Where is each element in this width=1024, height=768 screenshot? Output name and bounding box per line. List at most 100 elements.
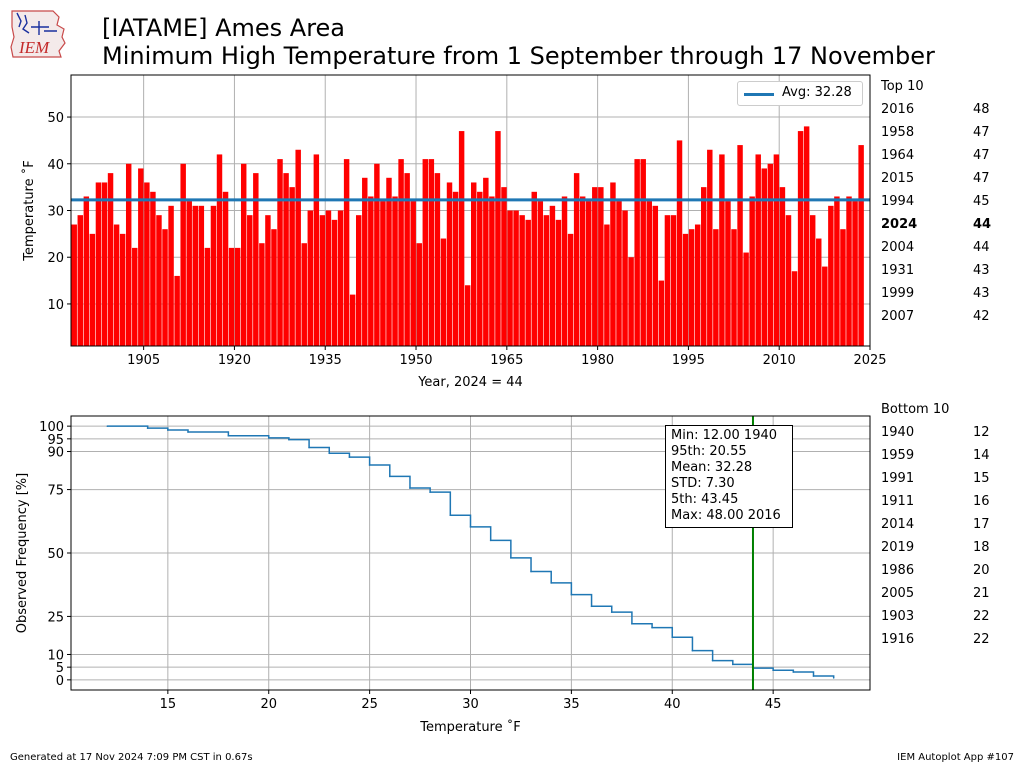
bar-year-1919 [228, 247, 235, 346]
bar-ytick-label: 10 [47, 298, 64, 313]
freq-xtick-label: 35 [563, 697, 580, 712]
bottom10-year: 1903 [881, 609, 915, 624]
bar-year-1916 [210, 205, 217, 346]
bar-year-1925 [265, 215, 271, 346]
bottom10-value: 21 [973, 586, 990, 601]
top10-heading: Top 10 [881, 79, 924, 94]
bar-year-1918 [222, 191, 229, 346]
frequency-point [368, 464, 371, 466]
bottom10-value: 20 [973, 563, 990, 578]
bar-year-1952 [428, 159, 435, 346]
bar-year-1998 [707, 149, 713, 346]
frequency-point [388, 475, 391, 478]
bar-year-1917 [216, 154, 223, 346]
top10-value: 45 [973, 194, 990, 209]
bottom10-year: 1959 [881, 448, 915, 463]
frequency-line [107, 425, 835, 678]
bottom10-year: 2014 [881, 517, 915, 532]
frequency-point [731, 663, 734, 666]
frequency-point [772, 669, 774, 672]
bar-year-1972 [549, 205, 556, 346]
frequency-point [691, 649, 694, 652]
bottom10-value: 22 [973, 609, 990, 624]
bar-year-1969 [531, 191, 537, 346]
top10-value: 47 [973, 171, 990, 186]
bar-year-1939 [349, 294, 356, 346]
bar-year-1929 [289, 187, 295, 346]
freq-xtick-label: 20 [260, 697, 277, 712]
bar-year-1921 [240, 163, 247, 346]
bar-year-1896 [89, 233, 96, 346]
freq-xtick-label: 40 [664, 697, 681, 712]
bar-year-1980 [598, 187, 604, 346]
bar-year-1928 [283, 173, 289, 346]
bar-year-1992 [670, 215, 677, 346]
bar-year-1960 [477, 191, 483, 346]
bar-year-1893 [71, 224, 77, 346]
bar-year-2001 [725, 201, 731, 346]
freq-yaxis-label: Observed Frequency [%] [15, 473, 30, 633]
bar-year-1922 [247, 215, 253, 346]
bar-year-2013 [797, 131, 804, 346]
bottom10-year: 1916 [881, 632, 915, 647]
bar-year-2018 [828, 205, 834, 346]
bar-year-1943 [374, 163, 380, 346]
bar-year-2015 [809, 215, 816, 346]
frequency-point [671, 636, 674, 639]
bar-year-1968 [525, 219, 531, 346]
top10-year: 1964 [881, 148, 915, 163]
frequency-point [530, 570, 532, 573]
bar-year-1932 [307, 210, 314, 346]
bar-ytick-label: 40 [47, 158, 64, 173]
bottom10-year: 1940 [881, 425, 915, 440]
bar-year-1914 [198, 205, 205, 346]
bar-year-1936 [331, 219, 338, 346]
freq-xtick-label: 25 [361, 697, 378, 712]
bar-xtick-label: 1965 [490, 353, 523, 368]
bar-year-2009 [773, 154, 780, 346]
frequency-point [651, 626, 653, 629]
frequency-point [570, 593, 573, 596]
top10-year: 2004 [881, 240, 915, 255]
bar-year-1908 [162, 229, 168, 346]
bar-year-1938 [343, 159, 350, 346]
bar-year-1987 [640, 159, 646, 346]
bar-year-2021 [846, 196, 852, 346]
bar-year-1912 [186, 201, 192, 346]
bar-year-1941 [362, 177, 368, 346]
freq-axes-frame [70, 415, 871, 691]
bottom10-value: 12 [973, 425, 990, 440]
bar-year-1997 [701, 187, 707, 346]
chart-title-line-2: Minimum High Temperature from 1 Septembe… [102, 42, 935, 70]
bar-year-2020 [840, 229, 846, 346]
freq-ytick-label: 95 [47, 433, 64, 448]
frequency-point [610, 611, 613, 613]
chart-legend: Avg: 32.28 [737, 81, 863, 106]
bar-year-1957 [458, 131, 465, 346]
bar-year-1981 [604, 224, 610, 346]
stat-95th: 95th: 20.55 [671, 444, 747, 459]
bar-year-1907 [156, 215, 162, 346]
bar-ytick-label: 30 [47, 205, 64, 220]
freq-xtick-label: 15 [160, 697, 177, 712]
top10-year: 1994 [881, 194, 915, 209]
freq-ytick-label: 100 [39, 420, 64, 435]
bar-xtick-label: 1950 [399, 353, 432, 368]
top10-value: 44 [973, 240, 990, 255]
frequency-point [267, 437, 270, 439]
bar-year-1999 [713, 229, 719, 346]
bar-year-1948 [404, 173, 410, 346]
bottom10-value: 17 [973, 517, 990, 532]
bar-year-1966 [513, 210, 519, 346]
top10-value: 44 [973, 217, 992, 232]
top10-value: 43 [973, 286, 990, 301]
bar-year-1962 [489, 196, 495, 346]
bar-year-1973 [555, 219, 562, 346]
bar-xtick-label: 1920 [218, 353, 251, 368]
bar-year-1985 [628, 257, 634, 346]
bar-xtick-label: 1935 [309, 353, 342, 368]
frequency-point [328, 452, 331, 455]
bar-year-1951 [422, 159, 429, 346]
bottom10-year: 1991 [881, 471, 915, 486]
bar-year-1913 [192, 205, 199, 346]
